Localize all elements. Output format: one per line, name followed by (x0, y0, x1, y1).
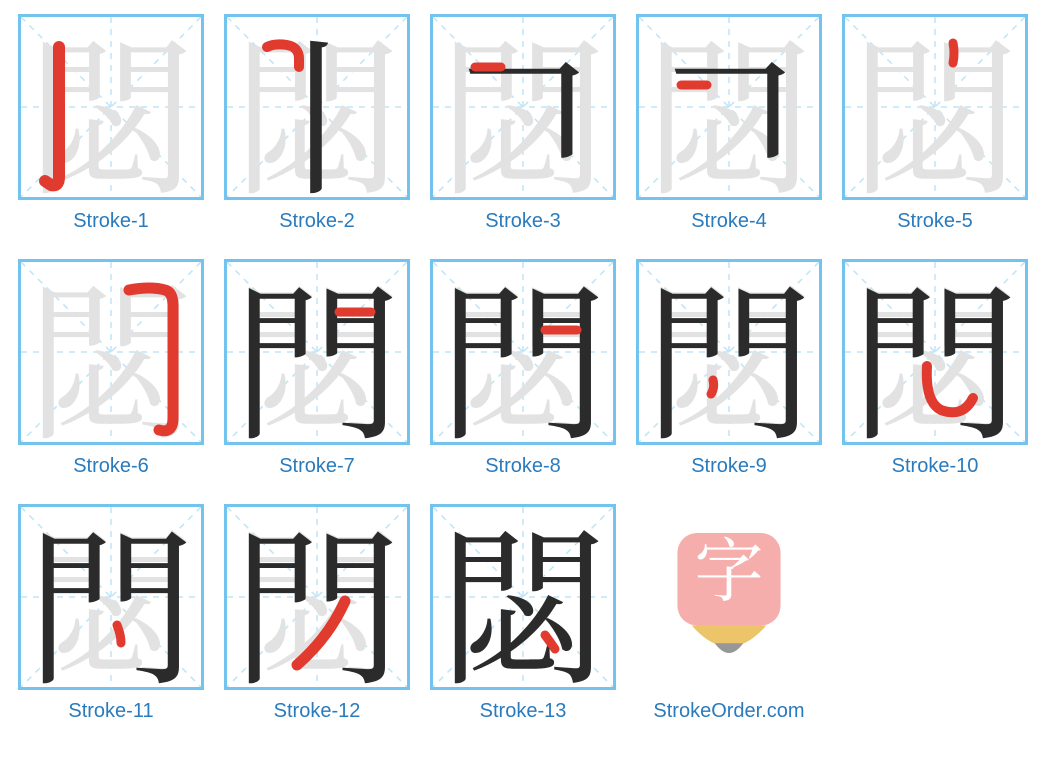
stroke-tile-5: 閟 𠃎 (842, 14, 1028, 200)
stroke-cell-2: 閟 丨 Stroke-2 (224, 14, 410, 251)
highlight-stroke-2 (227, 17, 407, 197)
highlight-stroke-11 (21, 507, 201, 687)
stroke-tile-8: 閟 門 (430, 259, 616, 445)
pencil-icon: 字 (649, 517, 809, 677)
stroke-tile-3: 閟 𠃍 (430, 14, 616, 200)
highlight-stroke-3 (433, 17, 613, 197)
stroke-tile-6: 閟 𠃎 (18, 259, 204, 445)
stroke-tile-4: 閟 𠃍 (636, 14, 822, 200)
stroke-grid: 閟 Stroke-1 閟 丨 Stroke-2 (18, 14, 1032, 741)
stroke-tile-9: 閟 門 (636, 259, 822, 445)
highlight-stroke-6 (21, 262, 201, 442)
site-link[interactable]: StrokeOrder.com (653, 700, 804, 722)
stroke-cell-11: 閟 門 Stroke-11 (18, 504, 204, 741)
stroke-cell-5: 閟 𠃎 Stroke-5 (842, 14, 1028, 251)
logo-caption: StrokeOrder.com (653, 700, 804, 723)
highlight-stroke-10 (845, 262, 1025, 442)
site-logo: 字 (636, 504, 822, 690)
stroke-cell-12: 閟 門 Stroke-12 (224, 504, 410, 741)
stroke-cell-9: 閟 門 Stroke-9 (636, 259, 822, 496)
stroke-cell-8: 閟 門 Stroke-8 (430, 259, 616, 496)
highlight-stroke-12 (227, 507, 407, 687)
highlight-stroke-4 (639, 17, 819, 197)
highlight-stroke-8 (433, 262, 613, 442)
logo-glyph: 字 (694, 517, 763, 615)
stroke-tile-1: 閟 (18, 14, 204, 200)
stroke-cell-7: 閟 門 Stroke-7 (224, 259, 410, 496)
stroke-cell-6: 閟 𠃎 Stroke-6 (18, 259, 204, 496)
stroke-tile-2: 閟 丨 (224, 14, 410, 200)
stroke-tile-13: 閟 閟 (430, 504, 616, 690)
stroke-tile-7: 閟 門 (224, 259, 410, 445)
stroke-cell-13: 閟 閟 Stroke-13 (430, 504, 616, 741)
highlight-stroke-13 (433, 507, 613, 687)
highlight-stroke-9 (639, 262, 819, 442)
highlight-stroke-7 (227, 262, 407, 442)
stroke-cell-3: 閟 𠃍 Stroke-3 (430, 14, 616, 251)
highlight-stroke-5 (845, 17, 1025, 197)
logo-cell: 字 StrokeOrder.com (636, 504, 822, 741)
stroke-tile-10: 閟 門 (842, 259, 1028, 445)
highlight-stroke-1 (21, 17, 201, 197)
stroke-cell-1: 閟 Stroke-1 (18, 14, 204, 251)
stroke-tile-12: 閟 門 (224, 504, 410, 690)
stroke-cell-4: 閟 𠃍 Stroke-4 (636, 14, 822, 251)
stroke-cell-10: 閟 門 Stroke-10 (842, 259, 1028, 496)
stroke-tile-11: 閟 門 (18, 504, 204, 690)
